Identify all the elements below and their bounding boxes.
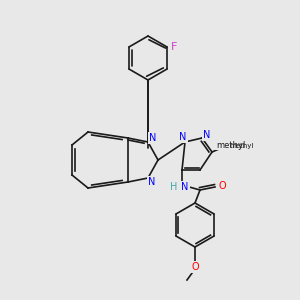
Text: O: O — [218, 181, 226, 191]
Text: methyl: methyl — [216, 140, 246, 149]
Text: N: N — [148, 177, 156, 187]
Text: N: N — [149, 133, 157, 143]
Text: N: N — [179, 132, 187, 142]
Text: N: N — [203, 130, 211, 140]
Text: O: O — [191, 262, 199, 272]
Text: H: H — [170, 182, 178, 192]
Text: N: N — [181, 182, 189, 192]
Text: F: F — [171, 42, 177, 52]
Text: methyl: methyl — [229, 143, 254, 149]
